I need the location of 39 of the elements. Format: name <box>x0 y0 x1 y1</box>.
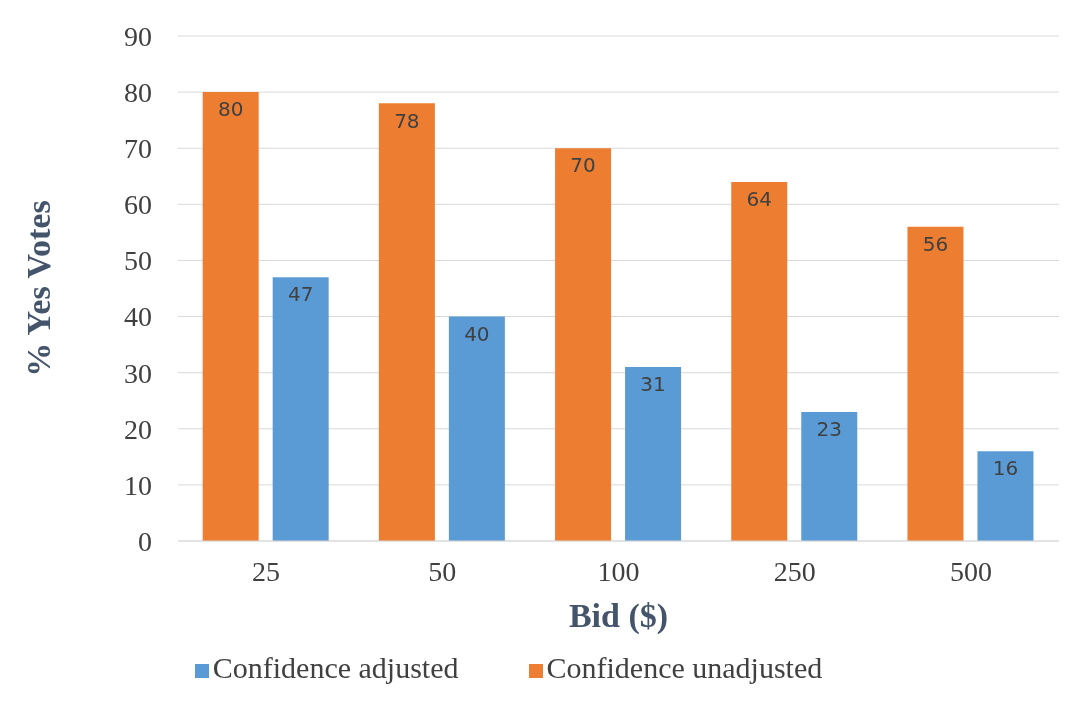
bar <box>625 367 682 541</box>
bar <box>378 103 435 541</box>
bar <box>731 181 788 541</box>
data-label: 23 <box>816 417 842 442</box>
bar <box>977 451 1034 541</box>
bar <box>202 92 259 541</box>
y-tick-label: 0 <box>138 525 152 557</box>
data-label: 40 <box>464 321 490 346</box>
y-tick-label: 60 <box>124 189 152 221</box>
bar <box>801 411 858 541</box>
x-tick-label: 25 <box>252 555 281 587</box>
legend-label: Confidence unadjusted <box>546 651 823 684</box>
y-axis-title: % Yes Votes <box>20 200 58 377</box>
data-label: 47 <box>287 282 314 307</box>
x-tick-label: 50 <box>428 555 457 587</box>
data-label: 31 <box>640 372 666 397</box>
y-tick-label: 90 <box>124 20 152 52</box>
data-label: 56 <box>922 231 949 256</box>
y-tick-label: 10 <box>124 469 152 501</box>
data-label: 80 <box>217 97 244 122</box>
y-tick-label: 70 <box>124 133 152 165</box>
bar <box>448 316 505 541</box>
y-tick-label: 20 <box>124 413 152 445</box>
x-tick-label: 250 <box>773 555 816 587</box>
x-tick-label: 100 <box>597 555 640 587</box>
y-tick-label: 80 <box>124 77 152 109</box>
y-tick-label: 40 <box>124 301 152 333</box>
y-tick-label: 30 <box>124 357 152 389</box>
data-label: 78 <box>394 108 420 133</box>
bar <box>907 226 964 541</box>
data-label: 70 <box>570 153 596 178</box>
bar <box>272 277 329 541</box>
x-tick-label: 500 <box>949 555 992 587</box>
legend-label: Confidence adjusted <box>212 651 459 684</box>
data-label: 16 <box>992 456 1019 481</box>
x-axis-title: Bid ($) <box>568 597 669 636</box>
bar <box>555 148 612 541</box>
y-tick-label: 50 <box>124 245 152 277</box>
data-label: 64 <box>746 187 772 212</box>
